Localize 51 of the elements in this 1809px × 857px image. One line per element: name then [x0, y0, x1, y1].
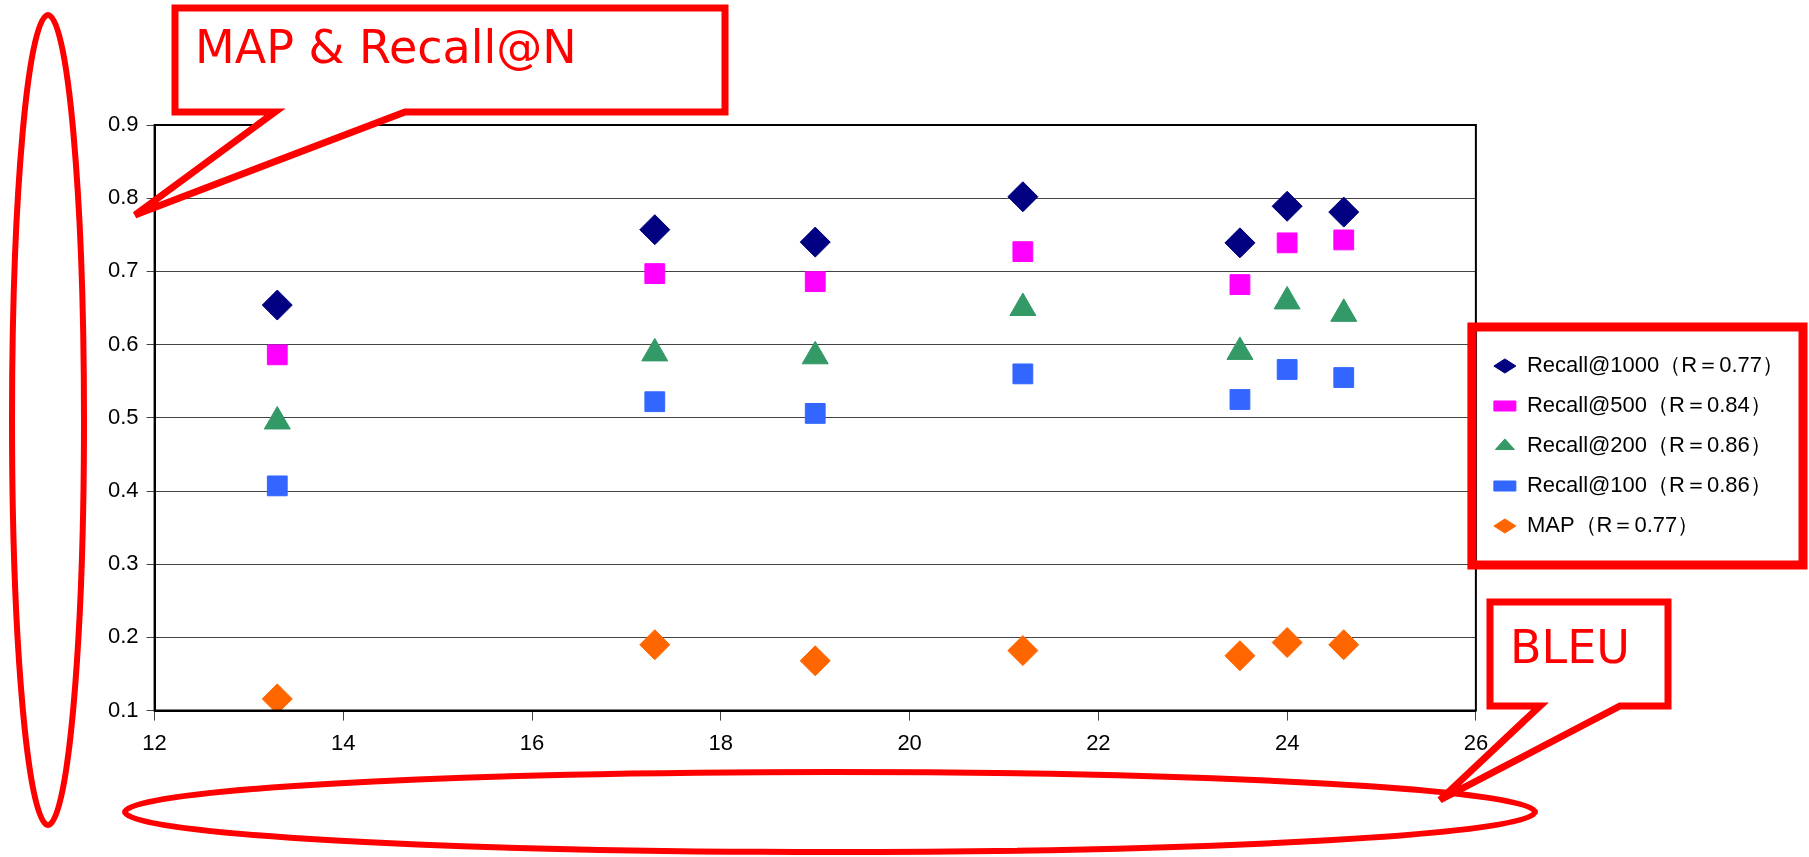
point — [639, 629, 671, 661]
point — [261, 289, 293, 321]
point — [1007, 181, 1039, 213]
point — [644, 263, 666, 284]
legend-label: Recall@100（R＝0.86） — [1526, 472, 1772, 498]
legend-label: Recall@200（R＝0.86） — [1526, 432, 1772, 458]
x-tick-label: 14 — [331, 729, 356, 755]
point — [804, 271, 826, 293]
point — [266, 344, 288, 366]
y-tick-label: 0.4 — [107, 477, 139, 503]
point — [639, 214, 671, 246]
point — [1229, 274, 1251, 295]
point — [804, 403, 826, 424]
y-axis-title: MAP & Recall@N — [195, 20, 577, 74]
point — [1276, 359, 1298, 380]
y-tick-label: 0.1 — [107, 696, 139, 722]
point — [1224, 640, 1256, 672]
y-tick-label: 0.7 — [107, 257, 139, 283]
x-tick-label: 18 — [708, 729, 734, 755]
x-tick-label: 20 — [897, 729, 922, 755]
x-tick-label: 12 — [142, 729, 167, 755]
x-tick-label: 22 — [1086, 729, 1111, 755]
point — [1224, 227, 1256, 259]
point — [1012, 241, 1034, 263]
x-tick-label: 26 — [1463, 729, 1489, 755]
legend-label: MAP（R＝0.77） — [1526, 512, 1700, 538]
point — [799, 645, 831, 677]
y-tick-label: 0.8 — [107, 184, 139, 210]
x-tick-label: 16 — [519, 729, 545, 755]
point — [1007, 635, 1039, 667]
y-tick-label: 0.2 — [107, 623, 139, 649]
point — [266, 475, 288, 497]
legend-label: Recall@1000（R＝0.77） — [1526, 352, 1785, 378]
x-axis-title: BLEU — [1510, 620, 1630, 674]
point — [1271, 627, 1303, 659]
y-tick-label: 0.5 — [107, 403, 139, 429]
point — [1333, 367, 1355, 388]
x-tick-label: 24 — [1274, 729, 1300, 755]
point — [1229, 389, 1251, 410]
point — [1012, 363, 1034, 385]
y-tick-label: 0.9 — [107, 111, 139, 137]
point — [1271, 190, 1303, 222]
point — [644, 391, 666, 413]
y-tick-label: 0.3 — [107, 550, 139, 576]
legend-label: Recall@500（R＝0.84） — [1526, 392, 1772, 418]
point — [1333, 229, 1355, 251]
point — [1328, 629, 1360, 661]
point — [799, 226, 831, 258]
point — [1328, 196, 1360, 228]
y-tick-label: 0.6 — [107, 330, 139, 356]
point — [1276, 232, 1298, 254]
